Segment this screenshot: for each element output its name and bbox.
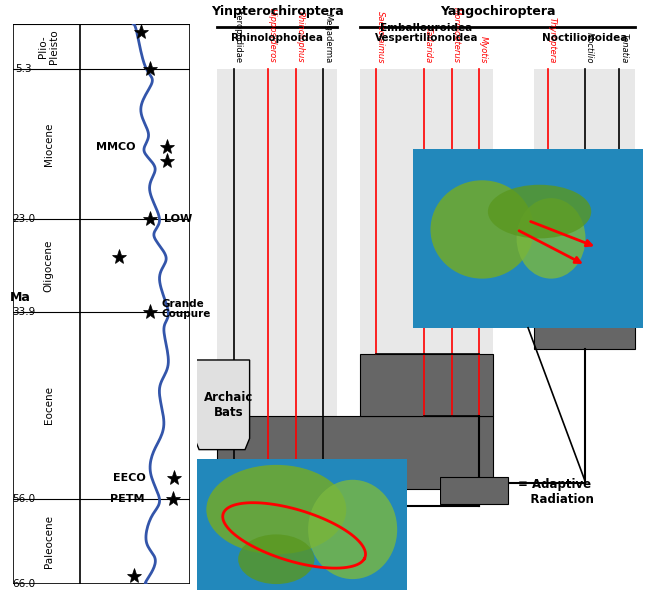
Bar xyxy=(218,69,337,489)
Bar xyxy=(360,355,493,416)
Bar xyxy=(360,69,493,489)
Text: Tonatia: Tonatia xyxy=(619,33,628,63)
Ellipse shape xyxy=(308,480,397,579)
Text: Megaderma: Megaderma xyxy=(323,13,332,63)
Text: 66.0: 66.0 xyxy=(12,579,35,589)
Text: Tadarida: Tadarida xyxy=(424,27,433,63)
Text: Rhinolophoidea: Rhinolophoidea xyxy=(231,33,323,44)
Ellipse shape xyxy=(517,198,585,279)
Bar xyxy=(440,477,508,504)
Text: Noctilionoidea: Noctilionoidea xyxy=(542,33,628,44)
Text: Paleocene: Paleocene xyxy=(43,515,54,568)
Text: 56.0: 56.0 xyxy=(12,494,35,504)
Text: Noctilio: Noctilio xyxy=(585,32,594,63)
Ellipse shape xyxy=(238,535,314,584)
Text: Yangochiroptera: Yangochiroptera xyxy=(440,5,556,18)
Polygon shape xyxy=(194,360,249,449)
Ellipse shape xyxy=(488,185,591,238)
Text: Grande
Coupure: Grande Coupure xyxy=(162,299,211,319)
Ellipse shape xyxy=(207,465,346,554)
Text: Mormopterus: Mormopterus xyxy=(452,7,461,63)
Text: Archaic
Bats: Archaic Bats xyxy=(204,391,254,419)
Text: 33.9: 33.9 xyxy=(12,306,35,316)
Text: Hipposideros: Hipposideros xyxy=(268,8,277,63)
Text: = Adaptive
   Radiation: = Adaptive Radiation xyxy=(518,478,594,505)
Text: Saccolaimus: Saccolaimus xyxy=(376,11,385,63)
Text: Oligocene: Oligocene xyxy=(43,239,54,291)
Text: Yinpterochiroptera: Yinpterochiroptera xyxy=(211,5,344,18)
Text: Rhinolophus: Rhinolophus xyxy=(296,11,304,63)
Text: 5.3: 5.3 xyxy=(16,64,32,74)
Text: Eocene: Eocene xyxy=(43,386,54,424)
Bar xyxy=(534,69,635,349)
Text: Myotis: Myotis xyxy=(479,36,488,63)
Text: 23.0: 23.0 xyxy=(12,214,35,224)
Text: MMCO: MMCO xyxy=(96,142,135,152)
Ellipse shape xyxy=(430,180,534,279)
Bar xyxy=(534,248,635,349)
Text: PETM: PETM xyxy=(110,494,144,504)
Text: EECO: EECO xyxy=(113,473,146,483)
Text: Thyroptera: Thyroptera xyxy=(548,17,557,63)
Bar xyxy=(218,416,493,489)
Text: Pteropodidae: Pteropodidae xyxy=(234,7,243,63)
Text: Plio-
Pleisto: Plio- Pleisto xyxy=(38,29,59,64)
Text: LOW: LOW xyxy=(164,214,192,224)
Text: Ma: Ma xyxy=(10,291,31,304)
Text: Miocene: Miocene xyxy=(43,122,54,166)
Text: Emballouroidea
Vespertilionoidea: Emballouroidea Vespertilionoidea xyxy=(375,23,478,44)
